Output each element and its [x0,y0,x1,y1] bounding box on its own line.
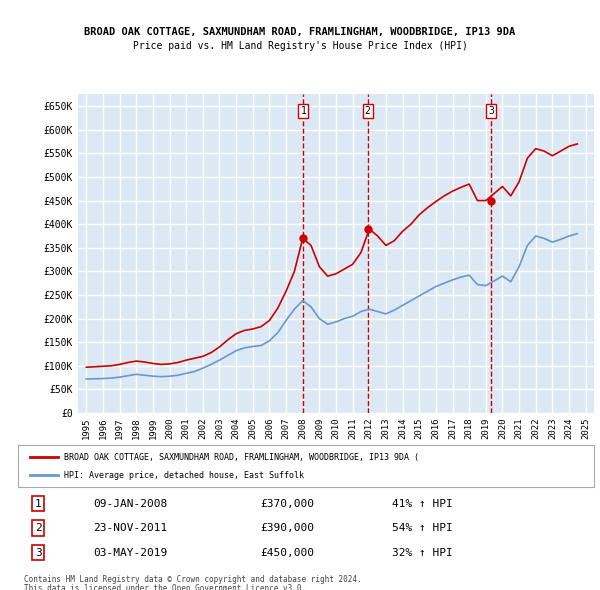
Text: 3: 3 [35,548,41,558]
Text: BROAD OAK COTTAGE, SAXMUNDHAM ROAD, FRAMLINGHAM, WOODBRIDGE, IP13 9DA: BROAD OAK COTTAGE, SAXMUNDHAM ROAD, FRAM… [85,27,515,37]
Text: £370,000: £370,000 [260,499,314,509]
Text: 1: 1 [35,499,41,509]
Text: This data is licensed under the Open Government Licence v3.0.: This data is licensed under the Open Gov… [24,584,306,590]
Text: Contains HM Land Registry data © Crown copyright and database right 2024.: Contains HM Land Registry data © Crown c… [24,575,362,584]
Text: BROAD OAK COTTAGE, SAXMUNDHAM ROAD, FRAMLINGHAM, WOODBRIDGE, IP13 9DA (: BROAD OAK COTTAGE, SAXMUNDHAM ROAD, FRAM… [64,453,419,461]
Text: Price paid vs. HM Land Registry's House Price Index (HPI): Price paid vs. HM Land Registry's House … [133,41,467,51]
Text: £450,000: £450,000 [260,548,314,558]
Text: HPI: Average price, detached house, East Suffolk: HPI: Average price, detached house, East… [64,471,304,480]
Text: 09-JAN-2008: 09-JAN-2008 [93,499,167,509]
Text: 23-NOV-2011: 23-NOV-2011 [93,523,167,533]
Text: 3: 3 [488,106,494,116]
Text: 32% ↑ HPI: 32% ↑ HPI [392,548,453,558]
Text: 1: 1 [301,106,307,116]
Text: 2: 2 [365,106,371,116]
Text: £390,000: £390,000 [260,523,314,533]
Text: 03-MAY-2019: 03-MAY-2019 [93,548,167,558]
Text: 2: 2 [35,523,41,533]
Text: 41% ↑ HPI: 41% ↑ HPI [392,499,453,509]
Text: 54% ↑ HPI: 54% ↑ HPI [392,523,453,533]
